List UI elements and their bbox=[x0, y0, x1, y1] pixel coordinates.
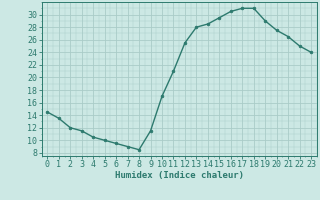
X-axis label: Humidex (Indice chaleur): Humidex (Indice chaleur) bbox=[115, 171, 244, 180]
